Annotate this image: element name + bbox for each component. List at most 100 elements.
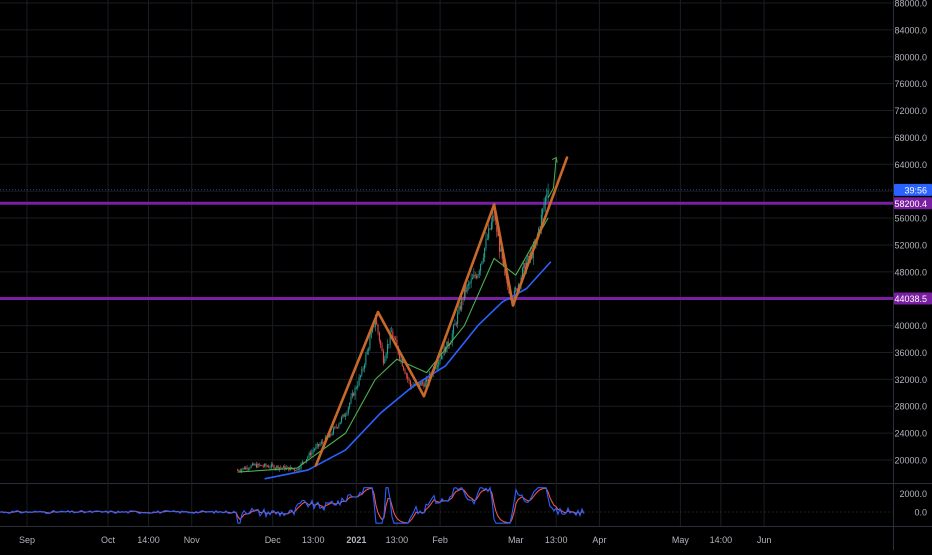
candle-body [458,306,460,313]
candle-body [293,468,295,471]
y-tick-label: 20000.0 [894,456,927,466]
y-tick-label: 88000.0 [894,0,927,9]
candle-body [376,320,378,325]
candle-body [261,465,263,467]
osc-tick-label: 0.0 [914,508,927,518]
candle-body [308,452,310,457]
candle-body [457,312,459,324]
projection-arrow[interactable] [547,157,557,199]
x-tick-label: Dec [265,535,282,545]
candle-body [270,464,272,468]
candle-body [384,358,386,364]
candle-body [318,444,320,446]
candle-body [354,387,356,396]
candle-body [497,231,499,237]
candle-body [377,324,379,333]
x-tick-label: Mar [508,535,524,545]
candle-body [454,323,456,326]
x-tick-label: Oct [101,535,116,545]
candle-body [338,424,340,428]
candle-body [492,215,494,223]
candle-body [484,247,486,258]
trend-line[interactable] [314,310,380,467]
candle-body [474,274,476,277]
y-tick-label: 76000.0 [894,79,927,89]
candle-body [365,354,367,365]
trend-line[interactable] [376,310,426,398]
x-tick-label: May [672,535,690,545]
candle-body [280,467,282,469]
candle-body [265,464,267,467]
horizontal-levels[interactable] [0,189,893,300]
candle-body [260,465,262,466]
candle-body [447,341,449,346]
level-label-bg [894,197,932,210]
candle-body [408,378,410,381]
candle-body [388,344,390,346]
candle-body [540,214,542,229]
y-tick-label: 24000.0 [894,429,927,439]
candle-body [314,449,316,451]
candle-body [516,288,518,292]
candle-body [296,468,298,471]
candle-body [490,222,492,230]
candle-body [362,368,364,370]
candle-body [422,382,424,384]
candle-body [462,298,464,300]
candle-body [287,466,289,468]
candle-body [385,353,387,359]
countdown-label: 39:56 [904,185,927,195]
candle-body [403,366,405,370]
x-tick-label: Nov [184,535,201,545]
candle-body [401,358,403,367]
candle-body [503,259,505,266]
candle-body [440,355,442,360]
trend-line[interactable] [492,203,515,307]
candle-body [380,340,382,346]
candle-body [292,468,294,470]
y-tick-label: 64000.0 [894,160,927,170]
trend-line[interactable] [511,156,569,307]
candle-body [465,287,467,292]
candle-body [477,274,479,278]
x-tick-label: Jun [757,535,772,545]
ema-slow-line [264,261,552,480]
x-tick-label: 14:00 [710,535,733,545]
candle-body [349,402,351,408]
candle-body [339,421,341,425]
candle-body [281,467,283,469]
candle-body [400,358,402,360]
candle-body [470,279,472,284]
candle-body [467,283,469,286]
candle-body [272,464,274,466]
candle-body [250,465,252,468]
candle-body [542,208,544,215]
candle-body [276,465,278,468]
candle-body [346,412,348,416]
time-axis[interactable]: Sep Oct 14:00 Nov Dec 13:00 2021 13:00 Feb Mar 13:… [19,535,771,545]
candle-body [312,450,314,452]
candle-body [307,456,309,459]
candle-body [335,426,337,428]
candle-body [264,464,266,467]
candle-body [374,320,376,327]
candle-body [420,382,422,386]
candle-body [256,464,257,468]
candle-body [283,465,284,468]
candle-body [505,275,507,279]
candle-body [353,393,355,396]
candle-body [459,306,461,310]
candle-body [435,366,437,370]
candle-body [466,285,468,292]
y-tick-label: 48000.0 [894,267,927,277]
y-tick-label: 68000.0 [894,133,927,143]
trend-lines[interactable] [314,156,569,467]
trend-line[interactable] [422,203,496,398]
y-tick-label: 72000.0 [894,106,927,116]
candle-body [277,465,279,470]
candle-body [342,414,344,418]
candle-body [463,287,465,300]
